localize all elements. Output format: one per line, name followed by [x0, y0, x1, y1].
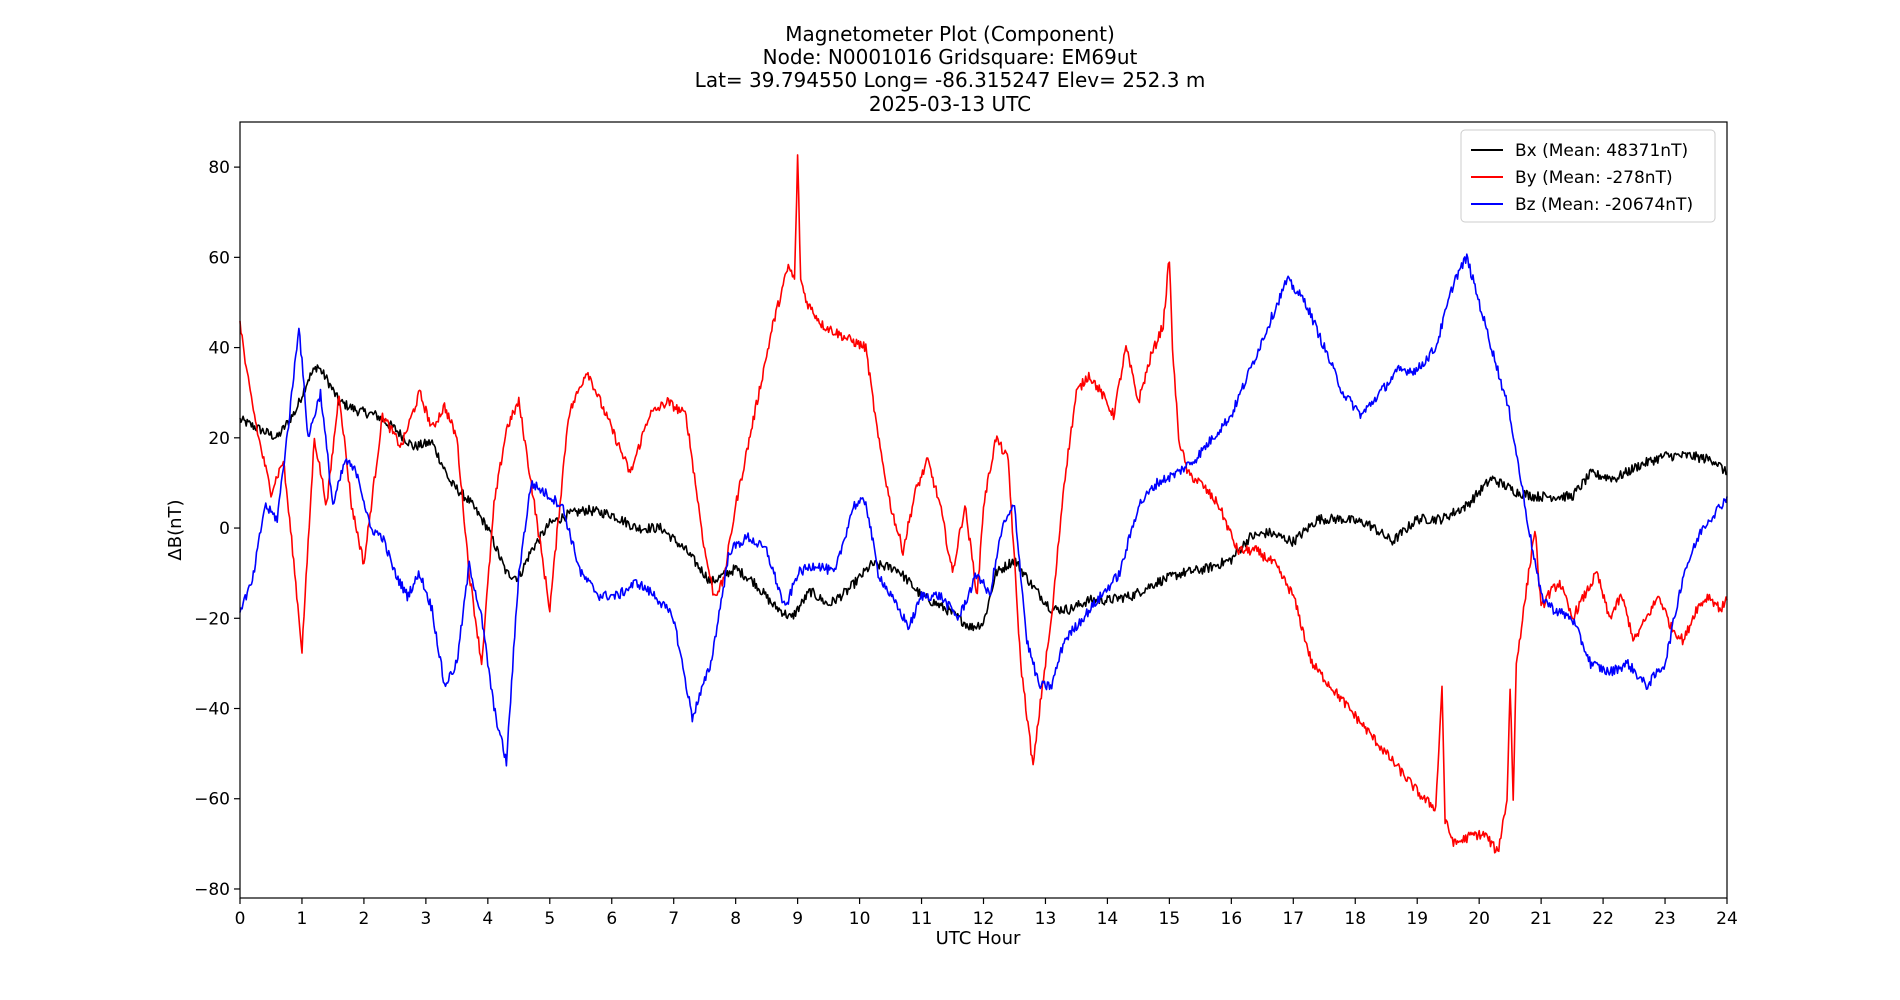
- x-tick-label: 16: [1221, 909, 1243, 929]
- chart-title-line-3: Lat= 39.794550 Long= -86.315247 Elev= 25…: [695, 68, 1206, 92]
- y-axis: −80 −60 −40 −20 0 20 40 60 80: [194, 158, 240, 900]
- x-tick-label: 5: [544, 909, 555, 929]
- y-tick-label: −60: [194, 790, 230, 810]
- series-line-by: [239, 154, 1728, 854]
- x-tick-label: 9: [792, 909, 803, 929]
- plot-area: [239, 121, 1728, 899]
- x-tick-label: 10: [849, 909, 871, 929]
- y-tick-label: −40: [194, 700, 230, 720]
- x-tick-label: 13: [1035, 909, 1057, 929]
- series-line-bx: [239, 364, 1728, 632]
- y-tick-label: −20: [194, 609, 230, 629]
- x-tick-label: 8: [730, 909, 741, 929]
- x-tick-label: 19: [1406, 909, 1428, 929]
- x-tick-label: 3: [420, 909, 431, 929]
- y-tick-label: 60: [208, 248, 230, 268]
- x-tick-label: 1: [297, 909, 308, 929]
- x-tick-label: 17: [1282, 909, 1304, 929]
- y-tick-label: 20: [208, 429, 230, 449]
- x-tick-label: 15: [1159, 909, 1181, 929]
- x-tick-label: 23: [1654, 909, 1676, 929]
- y-tick-label: 40: [208, 339, 230, 359]
- x-tick-label: 2: [359, 909, 370, 929]
- legend-label-bz: Bz (Mean: -20674nT): [1515, 195, 1693, 215]
- y-axis-label: ΔB(nT): [165, 499, 186, 560]
- x-tick-label: 7: [668, 909, 679, 929]
- y-tick-label: 80: [208, 158, 230, 178]
- legend-label-bx: Bx (Mean: 48371nT): [1515, 141, 1688, 161]
- x-tick-label: 21: [1530, 909, 1552, 929]
- x-axis-label: UTC Hour: [936, 928, 1021, 949]
- x-tick-label: 4: [482, 909, 493, 929]
- y-tick-label: 0: [219, 519, 230, 539]
- x-tick-label: 0: [235, 909, 246, 929]
- legend: Bx (Mean: 48371nT) By (Mean: -278nT) Bz (M…: [1460, 129, 1716, 223]
- x-tick-label: 22: [1592, 909, 1614, 929]
- x-tick-label: 6: [606, 909, 617, 929]
- chart-title-line-2: Node: N0001016 Gridsquare: EM69ut: [763, 45, 1138, 69]
- legend-label-by: By (Mean: -278nT): [1515, 168, 1673, 188]
- x-tick-label: 14: [1097, 909, 1119, 929]
- legend-box: [1460, 129, 1716, 223]
- series-line-bz: [239, 253, 1728, 767]
- chart-title-line-4: 2025-03-13 UTC: [869, 92, 1031, 116]
- chart-title-line-1: Magnetometer Plot (Component): [785, 22, 1115, 46]
- x-tick-label: 18: [1344, 909, 1366, 929]
- x-tick-label: 20: [1468, 909, 1490, 929]
- y-tick-label: −80: [194, 880, 230, 900]
- x-tick-label: 12: [973, 909, 995, 929]
- x-tick-label: 11: [911, 909, 933, 929]
- x-axis: 0 1 2 3 4 5 6 7 8 9 10 11 12 13 14 15 16 17 18 19 20 21 22 23 24: [235, 898, 1738, 929]
- x-tick-label: 24: [1716, 909, 1738, 929]
